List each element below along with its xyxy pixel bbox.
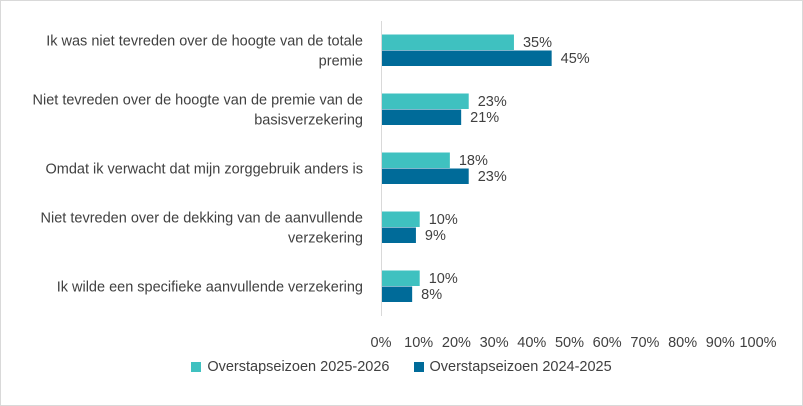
category-label: premie — [319, 54, 363, 70]
category-label: Niet tevreden over de hoogte van de prem… — [33, 93, 364, 109]
data-label-series-1: 35% — [523, 35, 552, 51]
category-label: verzekering — [288, 231, 363, 247]
x-tick-label: 70% — [630, 335, 659, 351]
bar-series-1 — [382, 34, 514, 50]
data-label-series-2: 21% — [470, 110, 499, 126]
x-tick-label: 10% — [404, 335, 433, 351]
category-label: Niet tevreden over de dekking van de aan… — [41, 211, 363, 227]
data-label-series-2: 8% — [421, 287, 442, 303]
category-label: Omdat ik verwacht dat mijn zorggebruik a… — [45, 162, 363, 178]
legend-item-series-2: Overstapseizoen 2024-2025 — [413, 359, 612, 375]
data-label-series-1: 10% — [429, 271, 458, 287]
bar-series-2 — [382, 168, 469, 184]
x-tick-label: 100% — [739, 335, 776, 351]
bar-series-2 — [382, 50, 552, 66]
bar-series-1 — [382, 93, 469, 109]
category-label: basisverzekering — [254, 113, 363, 129]
x-tick-label: 40% — [517, 335, 546, 351]
x-tick-label: 0% — [371, 335, 392, 351]
x-tick-label: 50% — [555, 335, 584, 351]
x-tick-label: 60% — [593, 335, 622, 351]
bar-series-2 — [382, 286, 413, 302]
legend: Overstapseizoen 2025-2026 Overstapseizoe… — [1, 359, 802, 375]
data-label-series-2: 23% — [478, 169, 507, 185]
legend-label-series-2: Overstapseizoen 2024-2025 — [429, 359, 612, 375]
bar-series-1 — [382, 211, 420, 227]
data-label-series-2: 45% — [561, 51, 590, 67]
data-label-series-1: 23% — [478, 94, 507, 110]
data-label-series-1: 18% — [459, 153, 488, 169]
data-label-series-2: 9% — [425, 228, 446, 244]
data-label-series-1: 10% — [429, 212, 458, 228]
bar-series-1 — [382, 270, 420, 286]
bar-series-2 — [382, 109, 462, 125]
bar-series-2 — [382, 227, 416, 243]
legend-label-series-1: Overstapseizoen 2025-2026 — [207, 359, 390, 375]
x-tick-label: 80% — [668, 335, 697, 351]
legend-swatch-series-1 — [191, 362, 202, 372]
x-tick-label: 30% — [480, 335, 509, 351]
bar-series-1 — [382, 152, 450, 168]
category-label: Ik wilde een specifieke aanvullende verz… — [57, 280, 363, 296]
category-label: Ik was niet tevreden over de hoogte van … — [46, 34, 363, 50]
legend-swatch-series-2 — [413, 362, 424, 372]
x-tick-label: 20% — [442, 335, 471, 351]
bar-chart: Ik was niet tevreden over de hoogte van … — [33, 21, 777, 351]
legend-item-series-1: Overstapseizoen 2025-2026 — [191, 359, 390, 375]
x-tick-label: 90% — [706, 335, 735, 351]
